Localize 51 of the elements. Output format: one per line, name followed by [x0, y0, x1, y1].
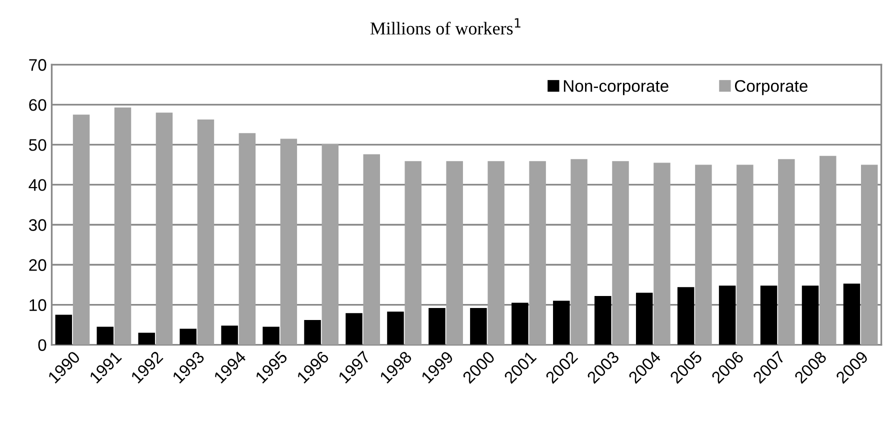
bar [138, 332, 155, 345]
bar [304, 320, 321, 345]
y-tick-label: 0 [38, 339, 46, 352]
bar [512, 302, 528, 345]
bar [221, 326, 238, 345]
bar [843, 284, 860, 345]
bar [280, 138, 298, 345]
bar [488, 161, 504, 345]
bar [820, 156, 836, 345]
bar [861, 164, 878, 345]
bar [262, 326, 280, 345]
bar [387, 312, 404, 345]
bar [197, 119, 214, 345]
bar [363, 154, 380, 345]
bar [695, 164, 712, 345]
bar [778, 159, 795, 345]
bar [446, 161, 463, 345]
legend-label: Non-corporate [564, 80, 668, 96]
bar [55, 314, 72, 345]
y-tick-label: 20 [29, 259, 46, 271]
bar [718, 286, 736, 345]
bar [636, 292, 653, 345]
bar [470, 308, 487, 345]
bar [346, 313, 362, 345]
bar [594, 296, 612, 345]
bar [72, 114, 90, 345]
y-tick-label: 60 [29, 99, 46, 111]
bar [760, 286, 778, 345]
bar [736, 164, 754, 345]
bar [114, 107, 132, 345]
bar [180, 328, 196, 345]
y-tick-label: 10 [30, 299, 46, 311]
bar [322, 144, 339, 345]
bar [238, 133, 256, 345]
y-tick-label: 70 [29, 59, 46, 71]
bar [404, 161, 422, 345]
y-tick-label: 50 [29, 139, 46, 151]
bar [529, 161, 546, 345]
bar [802, 286, 819, 345]
bar [156, 112, 173, 345]
chart-title: Millions of workers$^{1}$ [370, 18, 520, 35]
bar [96, 326, 114, 345]
bar [654, 162, 670, 345]
bar [570, 159, 588, 345]
bar [428, 308, 446, 345]
bar [612, 161, 629, 345]
legend-label: Corporate [734, 80, 808, 96]
bar [553, 300, 570, 345]
bar [677, 287, 694, 345]
y-tick-label: 40 [28, 179, 46, 191]
y-tick-label: 30 [28, 219, 46, 231]
